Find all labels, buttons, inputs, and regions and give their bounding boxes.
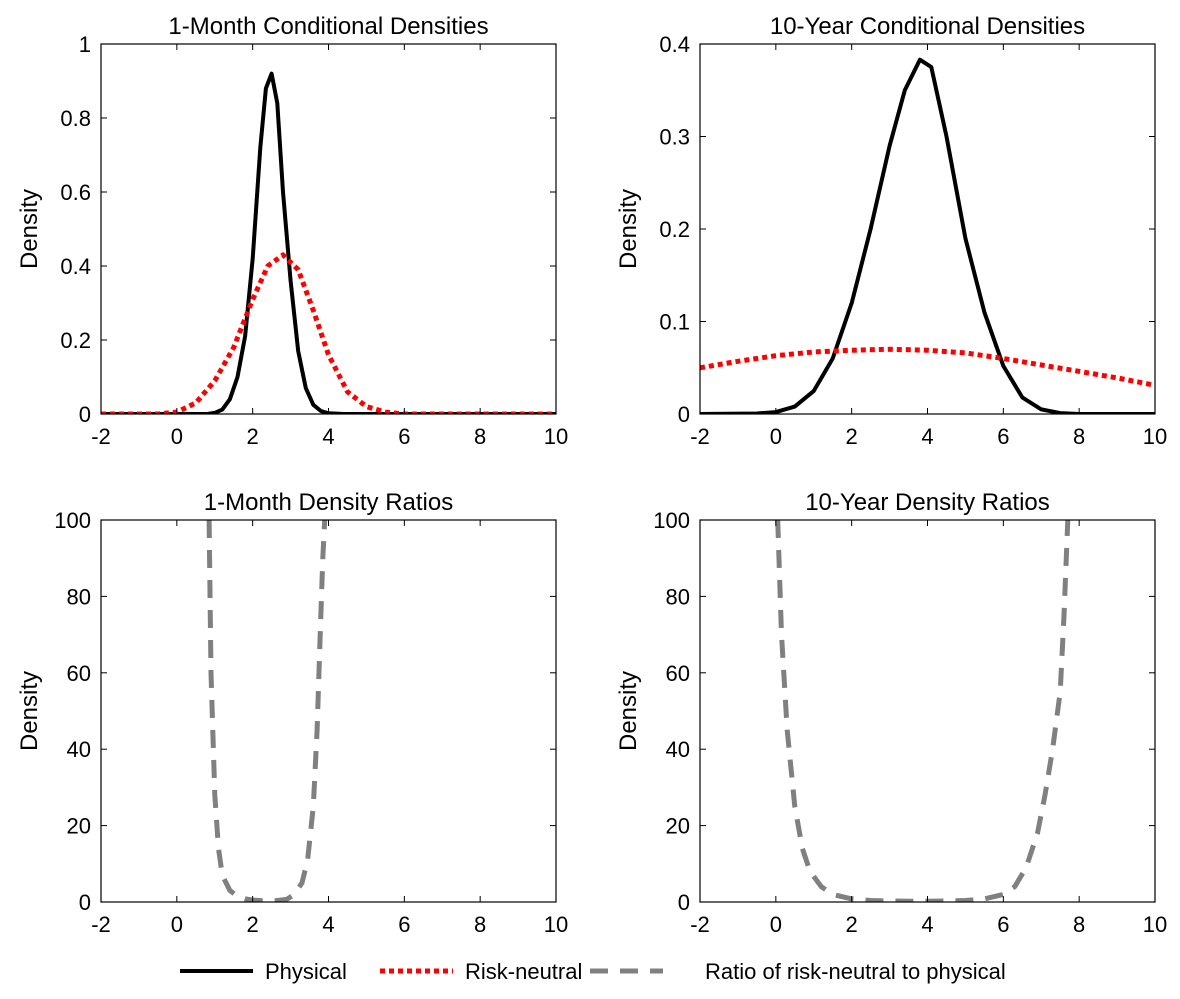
- x-tick-label: 8: [474, 424, 486, 449]
- x-tick-label: 4: [322, 424, 334, 449]
- series-line-ratio-of-risk-neutral-to-physical: [775, 519, 1071, 902]
- x-tick-label: 4: [921, 912, 933, 937]
- y-tick-label: 0: [678, 402, 690, 427]
- legend-label-risk-neutral: Risk-neutral: [465, 959, 582, 984]
- x-tick-label: 4: [322, 912, 334, 937]
- series-line-physical: [700, 57, 1155, 414]
- x-tick-label: -2: [690, 424, 710, 449]
- x-tick-label: 0: [770, 424, 782, 449]
- plot-area-frame: [699, 519, 1156, 903]
- legend: Physical Risk-neutral Ratio of risk-neutra…: [180, 959, 1006, 984]
- y-tick-label: 60: [666, 661, 690, 686]
- x-tick-label: 2: [247, 912, 259, 937]
- x-tick-label: 10: [1143, 912, 1167, 937]
- chart-title: 1-Month Density Ratios: [204, 489, 453, 516]
- y-tick-label: 0: [79, 890, 91, 915]
- y-axis-label: Density: [615, 189, 642, 269]
- x-tick-label: 6: [398, 424, 410, 449]
- x-tick-label: 6: [997, 424, 1009, 449]
- y-tick-label: 0.4: [659, 32, 690, 57]
- y-tick-label: 0.2: [659, 217, 690, 242]
- series-line-ratio-of-risk-neutral-to-physical: [206, 519, 328, 902]
- y-tick-label: 0.2: [60, 328, 91, 353]
- chart-title: 10-Year Conditional Densities: [770, 13, 1085, 40]
- series-line-physical: [101, 71, 556, 414]
- x-tick-label: 6: [398, 912, 410, 937]
- y-axis-label: Density: [615, 671, 642, 751]
- x-tick-label: 8: [1073, 912, 1085, 937]
- series-line-risk-neutral: [700, 346, 1155, 388]
- y-tick-label: 40: [67, 737, 91, 762]
- y-tick-label: 0.6: [60, 180, 91, 205]
- x-tick-label: 10: [544, 424, 568, 449]
- x-tick-label: 2: [846, 424, 858, 449]
- y-tick-label: 0.8: [60, 106, 91, 131]
- plot-area-frame: [100, 519, 557, 903]
- y-tick-label: 0: [79, 402, 91, 427]
- y-tick-label: 0.3: [659, 125, 690, 150]
- legend-label-ratio-of-risk-neutral-to-physical: Ratio of risk-neutral to physical: [705, 959, 1006, 984]
- x-tick-label: 10: [544, 912, 568, 937]
- y-tick-label: 100: [653, 508, 690, 533]
- x-tick-label: 0: [171, 424, 183, 449]
- y-tick-label: 0.4: [60, 254, 91, 279]
- chart-title: 1-Month Conditional Densities: [168, 13, 488, 40]
- x-tick-label: 8: [1073, 424, 1085, 449]
- x-tick-label: -2: [91, 912, 111, 937]
- x-tick-label: 8: [474, 912, 486, 937]
- y-tick-label: 1: [79, 32, 91, 57]
- y-tick-label: 100: [54, 508, 91, 533]
- y-tick-label: 20: [666, 814, 690, 839]
- plot-area-frame: [100, 43, 557, 415]
- y-tick-label: 60: [67, 661, 91, 686]
- x-tick-label: 0: [171, 912, 183, 937]
- plot-area-frame: [699, 43, 1156, 415]
- y-tick-label: 0.1: [659, 310, 690, 335]
- series-line-risk-neutral: [101, 252, 556, 414]
- x-tick-label: 2: [247, 424, 259, 449]
- y-tick-label: 40: [666, 737, 690, 762]
- y-tick-label: 80: [67, 584, 91, 609]
- x-tick-label: 4: [921, 424, 933, 449]
- x-tick-label: -2: [91, 424, 111, 449]
- x-tick-label: 2: [846, 912, 858, 937]
- chart-title: 10-Year Density Ratios: [805, 489, 1050, 516]
- y-tick-label: 0: [678, 890, 690, 915]
- x-tick-label: 6: [997, 912, 1009, 937]
- y-axis-label: Density: [16, 671, 43, 751]
- x-tick-label: 10: [1143, 424, 1167, 449]
- y-tick-label: 80: [666, 584, 690, 609]
- x-tick-label: -2: [690, 912, 710, 937]
- legend-label-physical: Physical: [265, 959, 347, 984]
- y-tick-label: 20: [67, 814, 91, 839]
- x-tick-label: 0: [770, 912, 782, 937]
- y-axis-label: Density: [16, 189, 43, 269]
